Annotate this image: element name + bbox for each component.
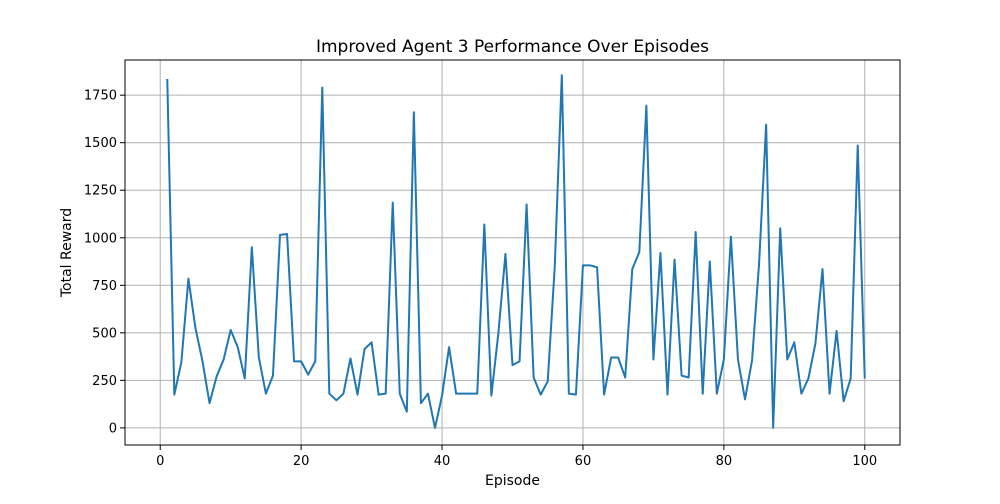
plot-frame [124,59,901,446]
x-tick-label: 40 [434,454,451,469]
y-tick-label: 1500 [84,136,117,151]
x-axis: 0 20 40 60 80 100 [156,445,877,469]
chart-title: Improved Agent 3 Performance Over Episod… [316,37,709,57]
x-tick-label: 60 [575,454,592,469]
x-tick-label: 100 [852,454,877,469]
y-tick-label: 0 [109,421,117,436]
x-tick-label: 0 [156,454,164,469]
series-line [166,74,866,429]
x-axis-label: Episode [485,473,540,489]
y-tick-label: 1000 [84,231,117,246]
y-tick-label: 500 [92,326,117,341]
x-tick-label: 80 [716,454,733,469]
y-tick-label: 1750 [84,89,117,104]
y-axis: 0 250 500 750 1000 1250 1500 1750 [84,89,125,436]
y-tick-label: 250 [92,374,117,389]
x-tick-label: 20 [293,454,310,469]
y-tick-label: 750 [92,279,117,294]
y-tick-label: 1250 [84,184,117,199]
series-layer [166,74,866,429]
y-axis-label: Total Reward [59,208,75,298]
